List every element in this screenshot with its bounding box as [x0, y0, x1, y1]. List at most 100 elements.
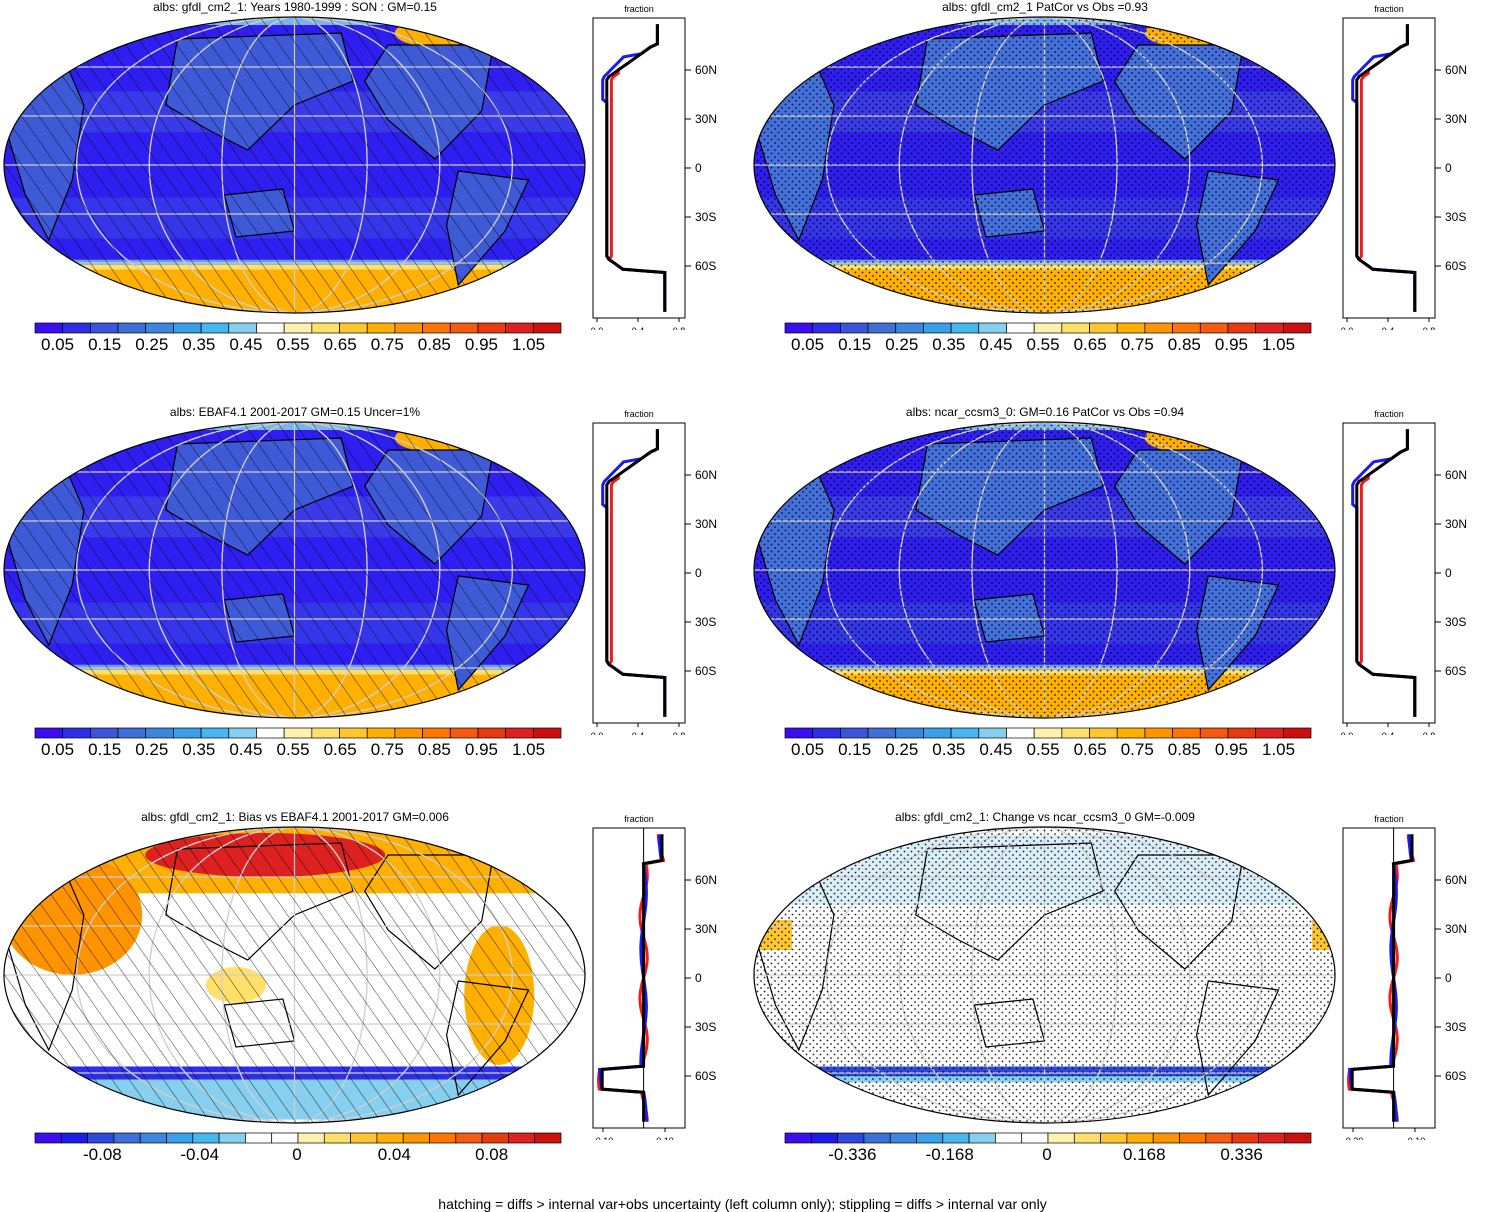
profile-line-black [1355, 429, 1417, 717]
colorbar-swatch [34, 727, 64, 739]
map-border [3, 16, 586, 314]
colorbar [34, 1132, 562, 1144]
colorbar-swatch [394, 727, 423, 739]
colorbar-swatch [978, 322, 1007, 334]
lat-label: 60N [1445, 63, 1467, 77]
colorbar-swatch [1089, 322, 1118, 334]
colorbar-swatch [113, 1132, 141, 1144]
profile-line-black [1350, 834, 1414, 1122]
zonal-profile: fraction 60N 30N 0 30S 60S 0.0 0.4 0.8 [591, 4, 717, 330]
colorbar-swatch [1199, 727, 1229, 739]
colorbar-swatch [422, 322, 451, 334]
colorbar-swatch [1006, 727, 1035, 739]
colorbar-swatch [837, 1132, 865, 1144]
profile-xtick: -0.10 [1405, 1136, 1426, 1140]
colorbar-swatch [812, 322, 841, 334]
colorbar-label: 0.65 [323, 335, 357, 354]
colorbar-swatch [323, 1132, 351, 1144]
colorbar-label: 0.85 [1167, 335, 1201, 354]
colorbar-swatch [256, 322, 285, 334]
zonal-profile: fraction 60N 30N 0 30S 60S 0.0 0.4 0.8 [591, 409, 717, 735]
lat-label: 30S [695, 615, 716, 629]
colorbar-label: 0.45 [229, 335, 263, 354]
lat-label: 0 [1445, 566, 1452, 580]
profile-xtick: 0.8 [673, 326, 686, 330]
lat-label: 0 [1445, 971, 1452, 985]
colorbar-label: 0.95 [464, 740, 498, 759]
hatching-overlay [4, 17, 585, 313]
panel-title: albs: ncar_ccsm3_0: GM=0.16 PatCor vs Ob… [905, 405, 1185, 419]
colorbar-swatch [995, 1132, 1023, 1144]
colorbar-label: 0.25 [135, 740, 169, 759]
colorbar-swatch [311, 322, 340, 334]
profile-line-black [600, 834, 664, 1122]
map-border [753, 16, 1336, 314]
world-map [753, 421, 1336, 719]
colorbar-swatch [1126, 1132, 1154, 1144]
lat-label: 60S [1445, 259, 1466, 273]
colorbar-swatch [449, 322, 479, 334]
colorbar-label: 0.15 [838, 740, 872, 759]
map-panel: albs: gfdl_cm2_1: Change vs ncar_ccsm3_0… [750, 810, 1485, 1205]
colorbar-swatch [283, 322, 313, 334]
colorbar [34, 727, 562, 739]
colorbar-swatch [895, 322, 924, 334]
colorbar-swatch [339, 727, 368, 739]
map-panel: albs: ncar_ccsm3_0: GM=0.16 PatCor vs Ob… [750, 405, 1485, 800]
colorbar-label: 0.15 [88, 335, 122, 354]
colorbar-swatch [532, 322, 562, 334]
colorbar-swatch [90, 322, 119, 334]
lat-label: 0 [695, 971, 702, 985]
lat-label: 30S [1445, 210, 1466, 224]
colorbar-swatch [245, 1132, 273, 1144]
colorbar-swatch [366, 727, 396, 739]
profile-xtick: -0.30 [1343, 1136, 1364, 1140]
world-map [3, 826, 586, 1124]
profile-xtick: 0.8 [1423, 326, 1436, 330]
profile-xtick: 0.0 [1341, 731, 1354, 735]
colorbar-label: 0.85 [417, 335, 451, 354]
colorbar-swatch [200, 727, 230, 739]
colorbar-swatch [1172, 322, 1201, 334]
colorbar-label: 0.55 [276, 335, 310, 354]
lat-label: 0 [695, 566, 702, 580]
lat-label: 30N [1445, 112, 1467, 126]
colorbar-swatch [1255, 322, 1284, 334]
colorbar-label: -0.08 [83, 1145, 122, 1164]
colorbar-swatch [1061, 727, 1090, 739]
map-border [753, 826, 1336, 1124]
colorbar-swatch [1282, 322, 1312, 334]
world-map [753, 826, 1336, 1124]
colorbar-swatch [950, 727, 980, 739]
colorbar-swatch [1199, 322, 1229, 334]
profile-header: fraction [624, 409, 654, 419]
colorbar-label: 0.08 [475, 1145, 509, 1164]
profile-xtick: -0.10 [593, 1136, 614, 1140]
lat-label: 60N [1445, 468, 1467, 482]
colorbar-swatch [256, 727, 285, 739]
colorbar-swatch [200, 322, 230, 334]
map-border [3, 421, 586, 719]
colorbar-label: 0.05 [41, 740, 75, 759]
colorbar-label: 0.45 [979, 740, 1013, 759]
world-map [753, 16, 1336, 314]
colorbar-swatch [863, 1132, 891, 1144]
profile-xtick: 0.4 [632, 731, 645, 735]
colorbar-label: 0.55 [276, 740, 310, 759]
colorbar-swatch [34, 1132, 62, 1144]
colorbar-label: 0.55 [1026, 335, 1060, 354]
colorbar-swatch [422, 727, 451, 739]
profile-xtick: 0.4 [1382, 731, 1395, 735]
colorbar-swatch [1231, 1132, 1259, 1144]
colorbar-swatch [173, 727, 202, 739]
colorbar-swatch [923, 322, 952, 334]
colorbar-swatch [455, 1132, 483, 1144]
colorbar-label: 0.35 [932, 740, 966, 759]
colorbar-swatch [1033, 727, 1063, 739]
colorbar-swatch [1033, 322, 1063, 334]
colorbar-label: 0.04 [377, 1145, 411, 1164]
colorbar [784, 1132, 1312, 1144]
colorbar-label: 0.75 [1120, 335, 1154, 354]
zonal-profile: fraction 60N 30N 0 30S 60S 0.0 0.4 0.8 [1341, 4, 1467, 330]
colorbar-labels: -0.336 -0.168 0 0.168 0.336 [784, 1145, 1310, 1167]
